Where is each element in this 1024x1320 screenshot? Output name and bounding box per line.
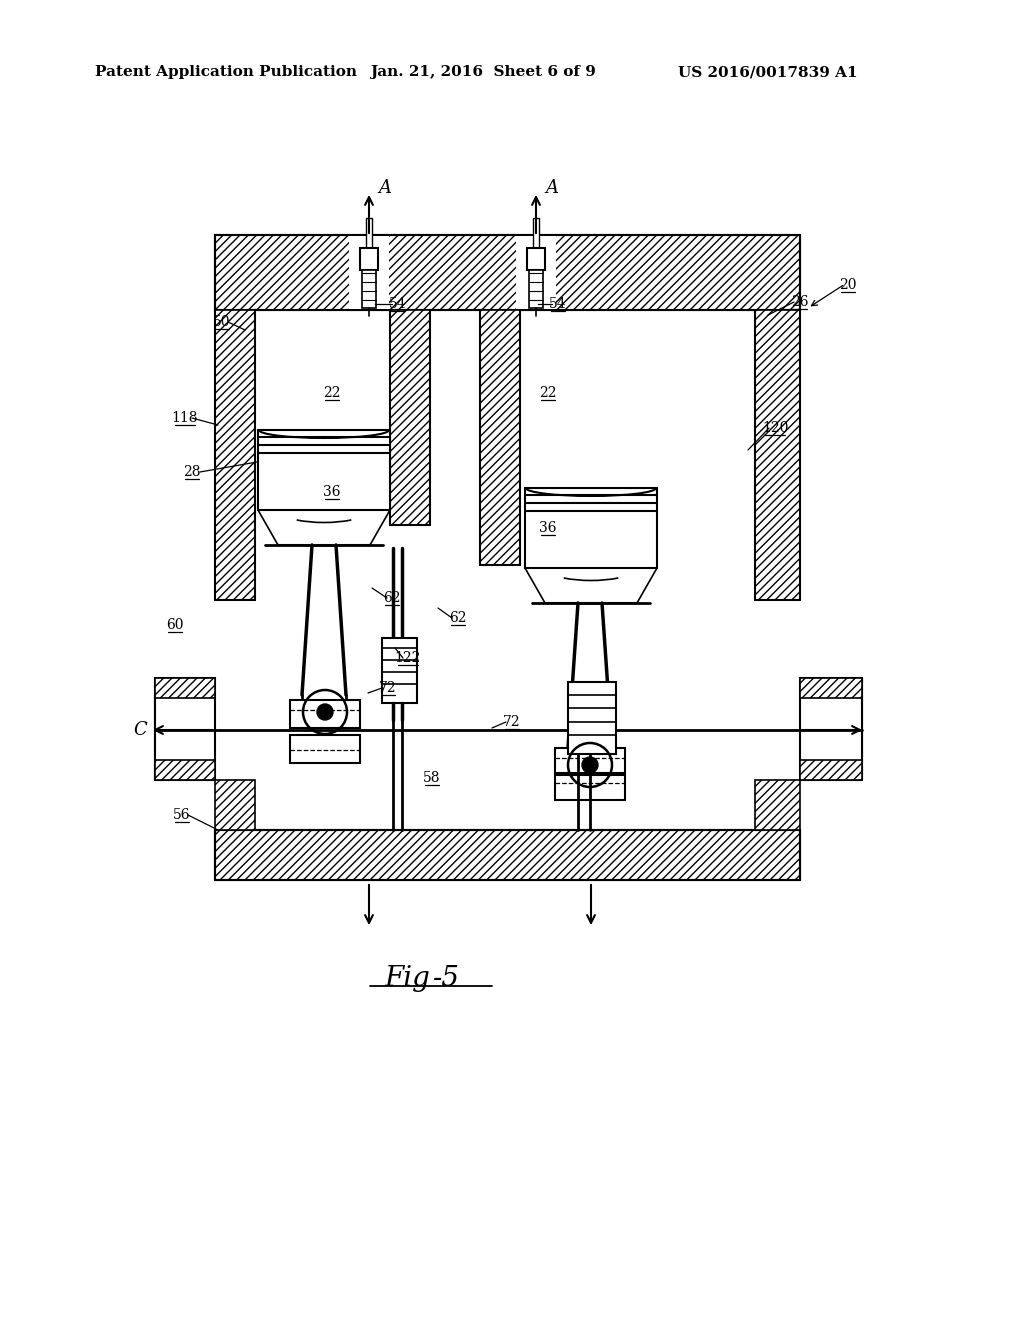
Bar — [516, 236, 556, 309]
Bar — [529, 271, 543, 308]
Text: 56: 56 — [173, 808, 190, 822]
Text: 122: 122 — [395, 651, 421, 665]
Bar — [555, 748, 625, 774]
Text: 36: 36 — [324, 484, 341, 499]
Bar — [290, 700, 360, 729]
Bar — [215, 235, 800, 310]
Text: US 2016/0017839 A1: US 2016/0017839 A1 — [678, 65, 858, 79]
Text: 72: 72 — [379, 681, 397, 696]
Text: A: A — [378, 180, 391, 197]
Text: -5: -5 — [433, 965, 460, 991]
Bar — [755, 780, 800, 830]
Text: 60: 60 — [166, 618, 183, 632]
Text: Fig: Fig — [384, 965, 430, 991]
Bar — [568, 682, 616, 754]
Bar — [366, 218, 372, 248]
Bar — [555, 775, 625, 800]
Text: 72: 72 — [503, 715, 521, 729]
Text: 54: 54 — [389, 297, 407, 312]
Text: 20: 20 — [840, 279, 857, 292]
Bar — [290, 735, 360, 763]
Text: C: C — [133, 721, 146, 739]
Text: Patent Application Publication: Patent Application Publication — [95, 65, 357, 79]
Bar — [360, 248, 378, 271]
Bar — [755, 310, 800, 601]
Bar — [215, 830, 800, 880]
Bar — [527, 248, 545, 271]
Text: A: A — [545, 180, 558, 197]
Bar — [155, 760, 215, 780]
Text: 50: 50 — [213, 315, 230, 329]
Text: 26: 26 — [792, 294, 809, 309]
Bar — [215, 780, 255, 830]
Bar — [800, 678, 862, 698]
Text: 22: 22 — [324, 385, 341, 400]
Bar — [800, 678, 862, 780]
Text: 28: 28 — [183, 465, 201, 479]
Bar — [349, 236, 389, 309]
Bar — [382, 638, 417, 704]
Bar — [390, 310, 430, 525]
Text: 62: 62 — [450, 611, 467, 624]
Text: 36: 36 — [540, 521, 557, 535]
Text: 22: 22 — [540, 385, 557, 400]
Bar — [800, 760, 862, 780]
Bar — [480, 310, 520, 565]
Bar — [362, 271, 376, 308]
Text: 118: 118 — [172, 411, 199, 425]
Circle shape — [317, 704, 333, 719]
Text: 62: 62 — [383, 591, 400, 605]
Bar — [534, 218, 539, 248]
Text: 58: 58 — [423, 771, 440, 785]
Bar — [155, 678, 215, 780]
Bar — [525, 488, 657, 568]
Text: 120: 120 — [762, 421, 788, 436]
Circle shape — [582, 756, 598, 774]
Bar — [155, 678, 215, 698]
Text: 54: 54 — [549, 297, 567, 312]
Bar — [258, 430, 390, 510]
Bar — [215, 310, 255, 601]
Text: Jan. 21, 2016  Sheet 6 of 9: Jan. 21, 2016 Sheet 6 of 9 — [370, 65, 596, 79]
